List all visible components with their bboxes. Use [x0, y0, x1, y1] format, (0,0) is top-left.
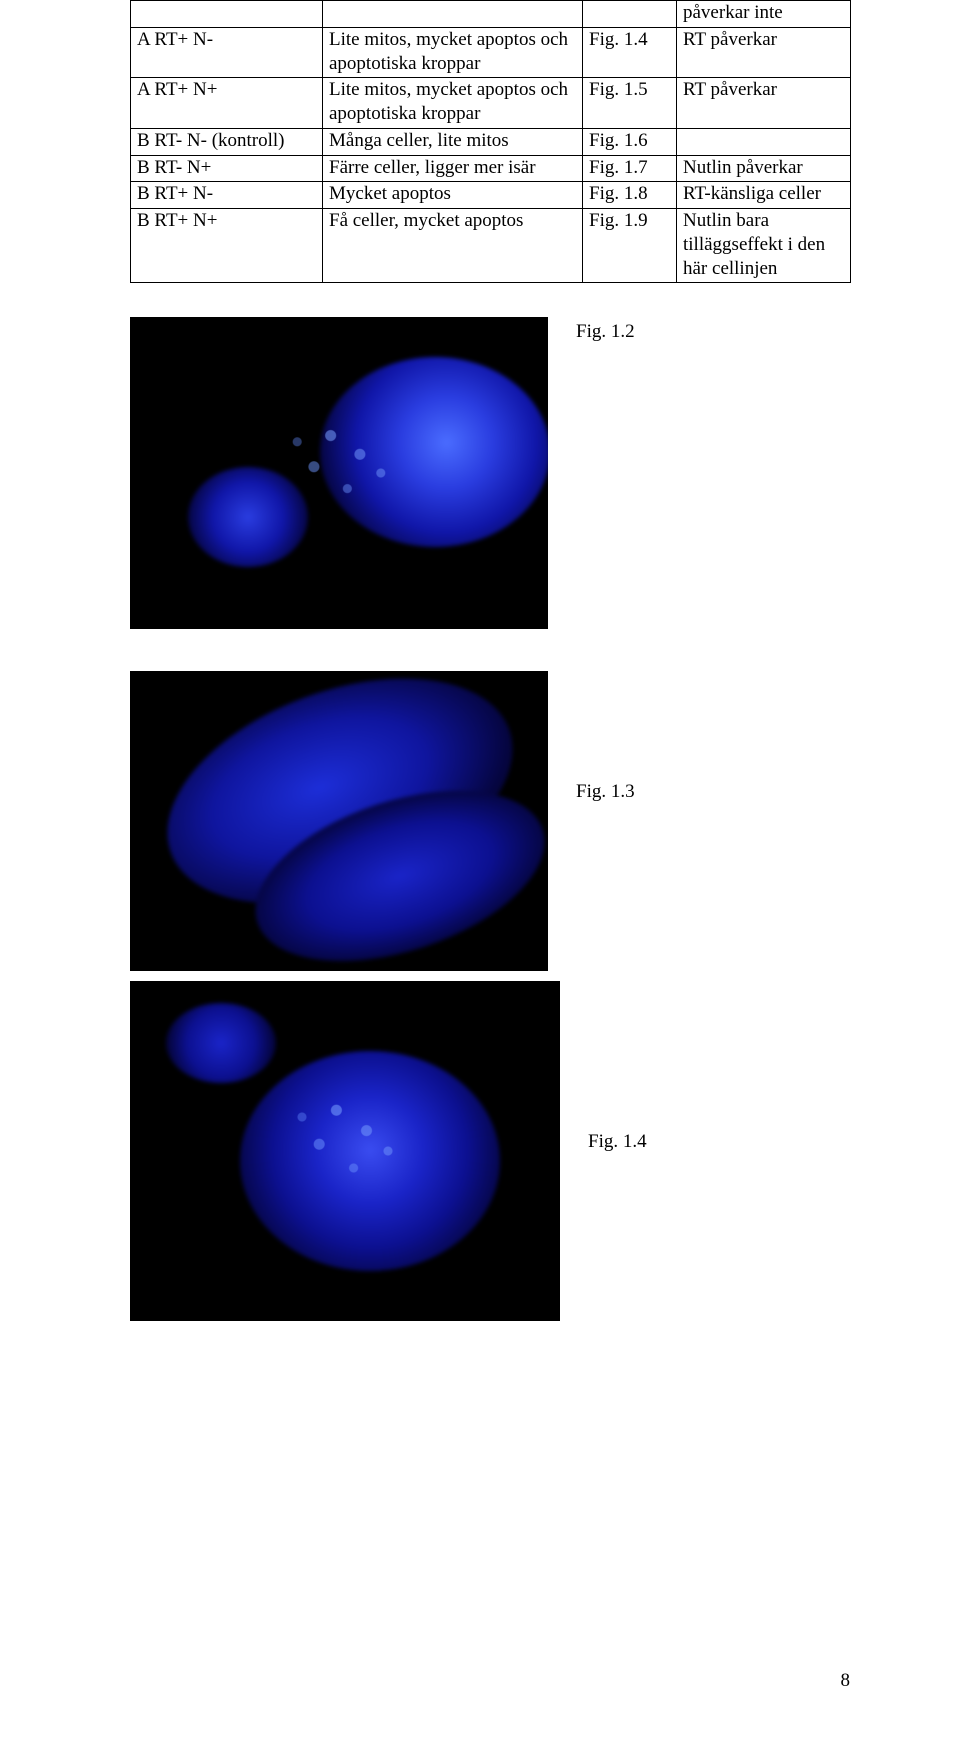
cell-note: RT påverkar: [677, 27, 851, 78]
cell-observation: Få celler, mycket apoptos: [323, 209, 583, 283]
cell-observation: Lite mitos, mycket apoptos och apoptotis…: [323, 27, 583, 78]
figure-caption: Fig. 1.2: [576, 317, 635, 343]
cell-figure-ref: Fig. 1.7: [583, 155, 677, 182]
cell-figure-ref: [583, 1, 677, 28]
table-row: B RT+ N- Mycket apoptos Fig. 1.8 RT-käns…: [131, 182, 851, 209]
table-row: B RT- N- (kontroll) Många celler, lite m…: [131, 128, 851, 155]
cell-note: Nutlin påverkar: [677, 155, 851, 182]
cell-note: Nutlin bara tilläggseffekt i den här cel…: [677, 209, 851, 283]
cell-figure-ref: Fig. 1.8: [583, 182, 677, 209]
figure-caption: Fig. 1.4: [588, 981, 647, 1153]
cell-condition: B RT- N+: [131, 155, 323, 182]
microscopy-image: [130, 317, 548, 629]
cell-note: RT-känsliga celler: [677, 182, 851, 209]
cell-condition: B RT+ N+: [131, 209, 323, 283]
cell-observation: Många celler, lite mitos: [323, 128, 583, 155]
figure-block: Fig. 1.4: [130, 981, 850, 1321]
cell-condition: A RT+ N-: [131, 27, 323, 78]
cell-condition: [131, 1, 323, 28]
cell-figure-ref: Fig. 1.9: [583, 209, 677, 283]
cell-note: påverkar inte: [677, 1, 851, 28]
cell-figure-ref: Fig. 1.6: [583, 128, 677, 155]
cell-note: [677, 128, 851, 155]
cell-note: RT påverkar: [677, 78, 851, 129]
table-row: B RT+ N+ Få celler, mycket apoptos Fig. …: [131, 209, 851, 283]
results-table: påverkar inte A RT+ N- Lite mitos, mycke…: [130, 0, 851, 283]
cell-condition: A RT+ N+: [131, 78, 323, 129]
page-number: 8: [841, 1670, 851, 1692]
figure-block: Fig. 1.3: [130, 671, 850, 971]
table-row: påverkar inte: [131, 1, 851, 28]
cell-observation: Färre celler, ligger mer isär: [323, 155, 583, 182]
cell-condition: B RT- N- (kontroll): [131, 128, 323, 155]
table-row: A RT+ N+ Lite mitos, mycket apoptos och …: [131, 78, 851, 129]
table-row: B RT- N+ Färre celler, ligger mer isär F…: [131, 155, 851, 182]
cell-figure-ref: Fig. 1.4: [583, 27, 677, 78]
cell-observation: [323, 1, 583, 28]
microscopy-image: [130, 671, 548, 971]
cell-observation: Lite mitos, mycket apoptos och apoptotis…: [323, 78, 583, 129]
cell-figure-ref: Fig. 1.5: [583, 78, 677, 129]
cell-condition: B RT+ N-: [131, 182, 323, 209]
microscopy-image: [130, 981, 560, 1321]
figure-block: Fig. 1.2: [130, 317, 850, 629]
figure-caption: Fig. 1.3: [576, 671, 635, 803]
table-row: A RT+ N- Lite mitos, mycket apoptos och …: [131, 27, 851, 78]
cell-observation: Mycket apoptos: [323, 182, 583, 209]
page: påverkar inte A RT+ N- Lite mitos, mycke…: [0, 0, 960, 1752]
